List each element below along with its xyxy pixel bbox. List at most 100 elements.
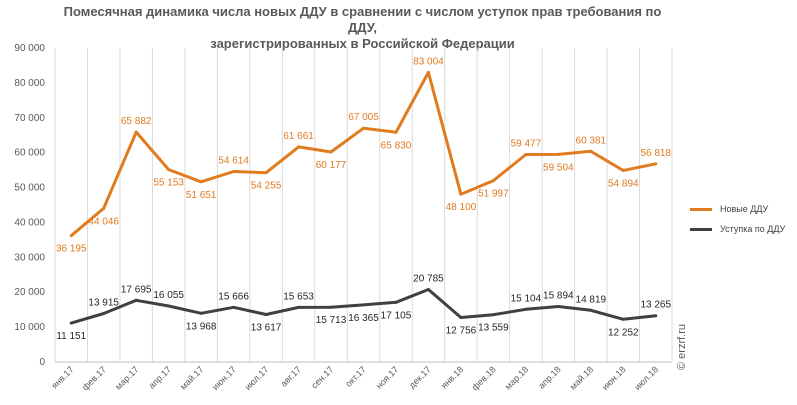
data-label: 59 504 xyxy=(543,162,574,173)
data-point xyxy=(556,305,560,309)
x-tick-label: мар.18 xyxy=(503,364,530,391)
data-point xyxy=(297,305,301,309)
x-tick-label: май.18 xyxy=(568,364,595,391)
x-tick-label: дек.17 xyxy=(407,364,433,390)
data-label: 51 651 xyxy=(186,190,217,201)
data-label: 54 894 xyxy=(608,178,639,189)
data-label: 12 756 xyxy=(446,325,477,336)
data-label: 36 195 xyxy=(56,244,87,255)
data-label: 13 617 xyxy=(251,322,282,333)
data-label: 17 105 xyxy=(381,310,412,321)
data-label: 15 666 xyxy=(218,291,249,302)
data-point xyxy=(134,298,138,302)
data-point xyxy=(297,145,301,149)
x-tick-label: фев.17 xyxy=(80,364,108,392)
data-point xyxy=(459,192,463,196)
x-tick-label: фев.18 xyxy=(470,364,498,392)
data-point xyxy=(589,149,593,153)
x-tick-label: авг.17 xyxy=(279,364,303,388)
x-tick-label: янв.18 xyxy=(439,364,465,390)
data-point xyxy=(232,169,236,173)
data-label: 13 559 xyxy=(478,323,509,334)
data-label: 67 005 xyxy=(348,112,379,123)
data-label: 65 830 xyxy=(381,140,412,151)
data-point xyxy=(362,303,365,307)
x-tick-label: июл.17 xyxy=(243,364,271,392)
data-point xyxy=(556,152,560,156)
data-label: 54 614 xyxy=(218,155,249,166)
data-label: 16 365 xyxy=(348,313,379,324)
legend-swatch-assignment xyxy=(690,227,712,231)
data-label: 60 381 xyxy=(576,135,607,146)
data-label: 61 661 xyxy=(283,131,314,142)
data-label: 56 818 xyxy=(640,148,671,159)
y-tick-label: 80 000 xyxy=(14,78,45,89)
data-label: 14 819 xyxy=(576,294,607,305)
data-point xyxy=(654,162,658,166)
y-tick-label: 20 000 xyxy=(14,287,45,298)
data-point xyxy=(102,206,106,210)
y-tick-label: 90 000 xyxy=(14,43,45,54)
legend-label-new-ddu: Новые ДДУ xyxy=(720,204,769,214)
data-label: 55 153 xyxy=(153,178,184,189)
data-label: 83 004 xyxy=(413,56,444,67)
y-tick-label: 50 000 xyxy=(14,183,45,194)
data-label: 20 785 xyxy=(413,273,444,284)
data-label: 13 265 xyxy=(640,300,671,311)
data-label: 17 695 xyxy=(121,284,152,295)
x-tick-label: окт.17 xyxy=(343,364,368,389)
data-label: 48 100 xyxy=(446,202,477,213)
data-point xyxy=(167,304,171,308)
data-point xyxy=(654,314,658,318)
data-point xyxy=(69,234,73,238)
data-point xyxy=(232,305,236,309)
data-point xyxy=(199,311,203,315)
data-label: 13 968 xyxy=(186,321,217,332)
data-point xyxy=(621,168,625,172)
data-point xyxy=(134,130,138,134)
data-point xyxy=(426,70,430,74)
legend-swatch-new-ddu xyxy=(690,207,712,211)
data-label: 15 894 xyxy=(543,291,574,302)
y-tick-label: 30 000 xyxy=(14,252,45,263)
data-label: 44 046 xyxy=(88,216,119,227)
x-tick-label: июл.18 xyxy=(632,364,660,392)
x-tick-label: май.17 xyxy=(178,364,205,391)
data-label: 54 255 xyxy=(251,181,282,192)
legend-item-assignment: Уступка по ДДУ xyxy=(690,224,785,234)
x-tick-label: сен.17 xyxy=(309,364,335,390)
data-point xyxy=(329,305,333,309)
x-tick-label: ноя.17 xyxy=(374,364,400,390)
series-line-1 xyxy=(70,70,657,237)
chart-title-line-1: Помесячная динамика числа новых ДДУ в ср… xyxy=(63,4,662,35)
data-point xyxy=(167,168,171,172)
x-tick-label: янв.17 xyxy=(49,364,75,390)
data-point xyxy=(491,313,495,317)
x-tick-label: апр.17 xyxy=(147,364,173,390)
x-tick-label: июн.18 xyxy=(600,364,628,392)
watermark: © erzrf.ru xyxy=(676,324,688,370)
data-label: 16 055 xyxy=(153,290,184,301)
data-point xyxy=(491,179,495,183)
data-point xyxy=(264,312,268,316)
data-point xyxy=(524,152,528,156)
chart-title: Помесячная динамика числа новых ДДУ в ср… xyxy=(60,4,665,52)
x-tick-label: апр.18 xyxy=(536,364,562,390)
data-point xyxy=(394,130,398,134)
data-label: 65 882 xyxy=(121,116,152,127)
data-label: 12 252 xyxy=(608,327,639,338)
data-label: 11 151 xyxy=(56,331,86,342)
data-point xyxy=(426,287,430,291)
legend-label-assignment: Уступка по ДДУ xyxy=(720,224,786,234)
x-tick-label: июн.17 xyxy=(210,364,238,392)
data-point xyxy=(589,308,593,312)
y-tick-label: 10 000 xyxy=(14,322,45,333)
data-point xyxy=(264,171,268,175)
legend-item-new-ddu: Новые ДДУ xyxy=(690,204,768,214)
y-tick-label: 60 000 xyxy=(14,148,45,159)
y-tick-label: 40 000 xyxy=(14,217,45,228)
data-label: 15 653 xyxy=(283,291,314,302)
y-tick-label: 70 000 xyxy=(14,113,45,124)
x-tick-label: мар.17 xyxy=(113,364,140,391)
